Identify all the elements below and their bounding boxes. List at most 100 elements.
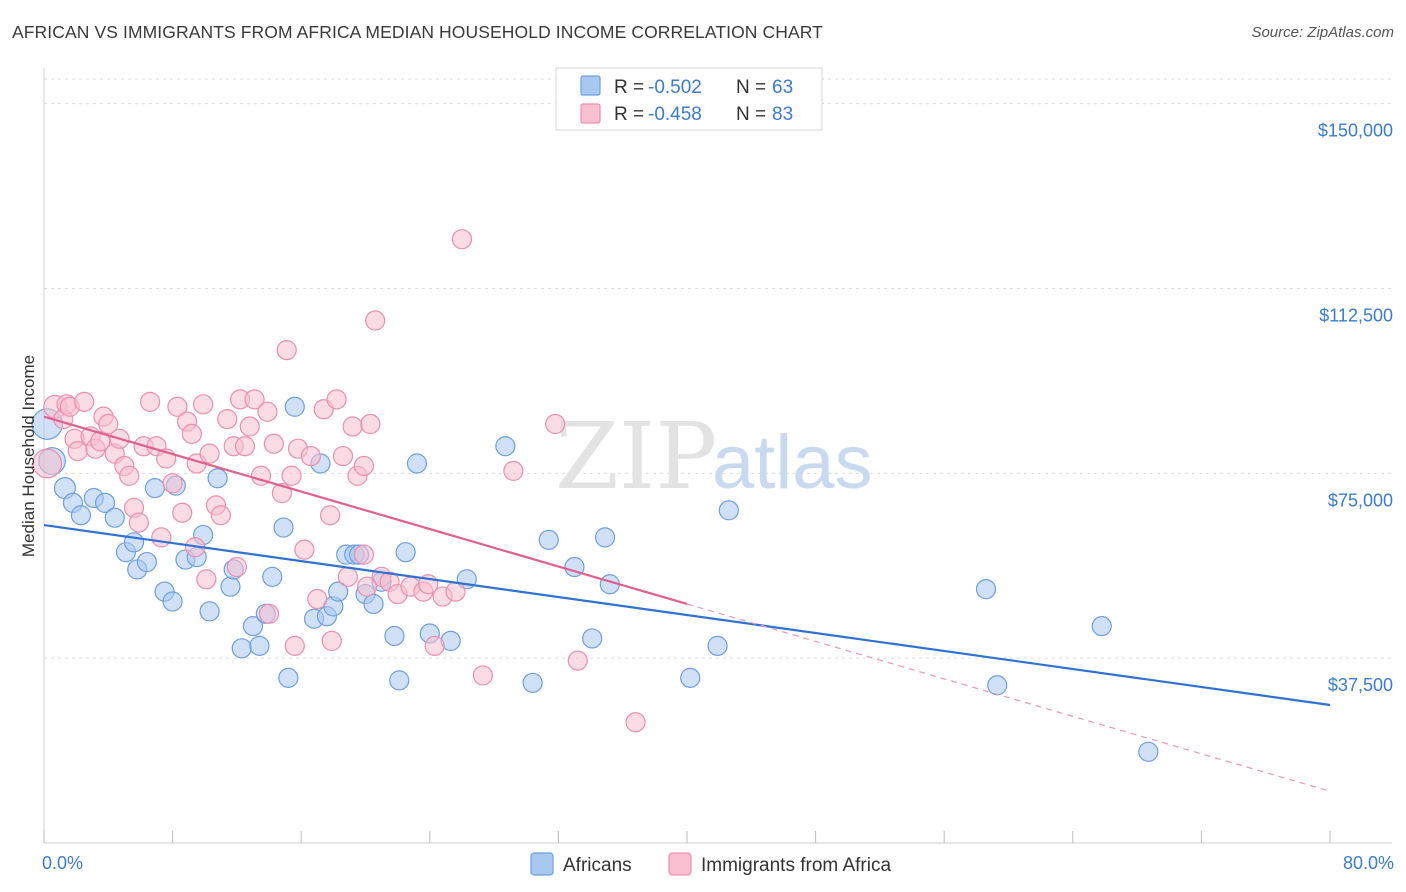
- immigrants-point: [307, 588, 328, 610]
- africans-point: [582, 628, 603, 649]
- legend-bottom: Africans Immigrants from Africa: [530, 852, 891, 876]
- trend-line-immigrants-extension: [686, 603, 1331, 792]
- immigrants-point: [196, 569, 217, 590]
- immigrants-point: [353, 455, 374, 477]
- watermark-atlas: atlas: [712, 420, 873, 505]
- immigrants-point: [276, 339, 297, 361]
- y-axis-title: Median Household Income: [19, 355, 38, 557]
- africans-point: [395, 542, 416, 563]
- legend-bottom-swatch-immigrants: [668, 852, 692, 876]
- immigrants-point: [567, 650, 588, 671]
- africans-point: [328, 581, 349, 602]
- immigrants-point: [320, 505, 341, 526]
- x-axis-ticks: [43, 831, 1331, 843]
- immigrants-point: [234, 436, 256, 457]
- immigrants-point: [294, 539, 315, 560]
- africans-point: [242, 616, 264, 637]
- immigrants-point: [98, 413, 119, 435]
- x-tick-label-min: 0.0%: [42, 853, 83, 873]
- africans-point: [680, 667, 701, 688]
- gridlines: [44, 78, 1392, 659]
- africans-point: [363, 593, 384, 615]
- immigrants-point: [360, 413, 381, 435]
- immigrants-point: [172, 502, 193, 523]
- series-immigrants-from-africa: [32, 229, 646, 733]
- trend-line-africans: [43, 523, 1331, 707]
- legend-bottom-swatch-africans: [530, 852, 554, 876]
- trend-line-immigrants: [43, 415, 688, 605]
- legend-r-label-africans: R =: [614, 77, 644, 98]
- immigrants-point: [151, 527, 172, 548]
- africans-point: [94, 492, 116, 513]
- africans-point: [384, 625, 405, 647]
- africans-point: [594, 527, 616, 548]
- immigrants-point: [281, 465, 302, 486]
- africans-point: [522, 672, 543, 693]
- immigrants-point: [257, 401, 278, 422]
- source-credit: Source: ZipAtlas.com: [1251, 24, 1394, 41]
- africans-point: [278, 667, 299, 688]
- immigrants-point: [545, 413, 566, 435]
- immigrants-point: [332, 445, 354, 467]
- africans-point: [262, 566, 283, 587]
- chart-title: AFRICAN VS IMMIGRANTS FROM AFRICA MEDIAN…: [12, 22, 823, 42]
- africans-point: [199, 601, 220, 622]
- watermark-zip: ZIP: [555, 403, 717, 510]
- y-tick-label: $75,000: [1328, 490, 1393, 510]
- africans-point: [231, 638, 252, 659]
- immigrants-point: [365, 310, 386, 331]
- immigrants-point: [32, 448, 63, 479]
- africans-point: [207, 468, 228, 489]
- africans-point: [975, 579, 997, 600]
- immigrants-point: [424, 635, 445, 656]
- africans-point: [406, 453, 428, 474]
- immigrants-point: [74, 391, 95, 412]
- legend-bottom-label-africans: Africans: [563, 855, 632, 876]
- africans-point: [538, 529, 559, 550]
- legend-n-label-immigrants: N =: [736, 104, 766, 125]
- africans-point: [70, 505, 92, 526]
- immigrants-point: [128, 512, 149, 533]
- immigrants-point: [326, 389, 347, 410]
- africans-point: [987, 675, 1008, 696]
- immigrants-point: [625, 712, 646, 733]
- y-tick-label: $150,000: [1318, 121, 1393, 141]
- immigrants-point: [67, 441, 88, 462]
- immigrants-point: [284, 635, 305, 656]
- trend-lines: [43, 415, 1331, 792]
- immigrants-point: [321, 630, 342, 652]
- africans-point: [718, 500, 739, 521]
- immigrants-point: [300, 445, 321, 467]
- immigrants-point: [119, 465, 140, 486]
- legend-bottom-label-immigrants: Immigrants from Africa: [701, 855, 891, 876]
- y-tick-label: $112,500: [1319, 305, 1393, 325]
- africans-point: [273, 517, 294, 538]
- immigrants-point: [445, 581, 466, 602]
- immigrants-point: [353, 544, 374, 565]
- legend-n-label-africans: N =: [736, 77, 766, 98]
- immigrants-point: [451, 229, 473, 250]
- immigrants-point: [226, 556, 247, 578]
- immigrants-point: [167, 396, 188, 417]
- legend-top: R = -0.502 N = 63 R = -0.458 N = 83: [555, 67, 823, 131]
- immigrants-point: [199, 443, 220, 464]
- africans-point: [162, 591, 183, 612]
- africans-point: [495, 436, 516, 457]
- africans-point: [389, 670, 410, 691]
- immigrants-point: [181, 423, 202, 444]
- legend-r-value-immigrants: -0.458: [648, 104, 702, 125]
- immigrants-point: [217, 409, 238, 430]
- africans-point: [136, 551, 157, 573]
- immigrants-point: [193, 394, 214, 415]
- immigrants-point: [263, 433, 284, 454]
- africans-point: [220, 576, 241, 597]
- immigrants-point: [162, 473, 183, 494]
- africans-point: [104, 507, 125, 528]
- africans-point: [1138, 741, 1159, 762]
- immigrants-point: [357, 576, 378, 597]
- legend-r-label-immigrants: R =: [614, 104, 644, 125]
- immigrants-point: [258, 603, 280, 624]
- legend-r-value-africans: -0.502: [648, 77, 702, 98]
- y-axis-tick-labels: $37,500 $75,000 $112,500 $150,000: [1318, 121, 1393, 696]
